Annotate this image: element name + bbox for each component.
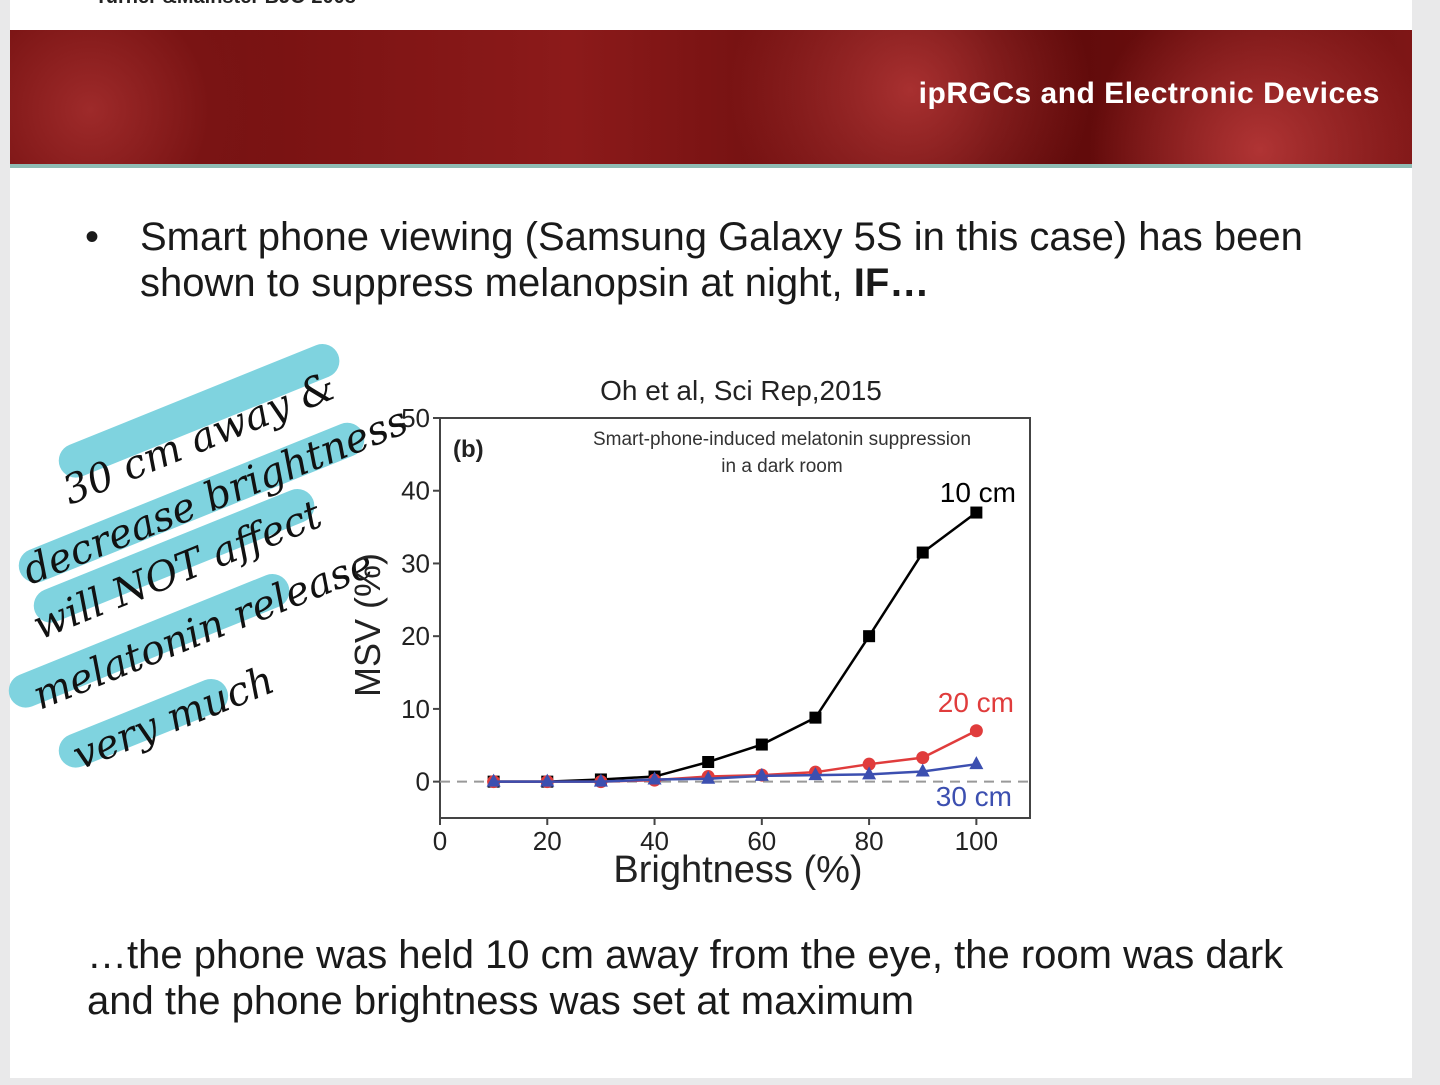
series-label: 30 cm bbox=[936, 781, 1012, 812]
data-point bbox=[593, 773, 608, 787]
chart-citation: Oh et al, Sci Rep,2015 bbox=[600, 375, 882, 406]
data-point bbox=[969, 724, 983, 738]
data-point bbox=[862, 757, 876, 771]
x-tick-label: 20 bbox=[533, 826, 562, 856]
series-line-30cm bbox=[493, 762, 977, 783]
data-point bbox=[486, 773, 501, 787]
y-tick-label: 20 bbox=[401, 621, 430, 651]
bullet-text: Smart phone viewing (Samsung Galaxy 5S i… bbox=[140, 215, 1303, 305]
conclusion-text: …the phone was held 10 cm away from the … bbox=[87, 933, 1284, 1023]
data-point bbox=[808, 767, 823, 781]
panel-label: (b) bbox=[453, 436, 484, 463]
data-point bbox=[702, 756, 715, 768]
y-axis-label: MSV (%) bbox=[347, 553, 388, 697]
header-banner: ipRGCs and Electronic Devices bbox=[10, 30, 1412, 168]
data-point bbox=[647, 771, 662, 785]
data-point bbox=[916, 751, 930, 765]
x-tick-label: 80 bbox=[855, 826, 884, 856]
data-point bbox=[755, 738, 768, 751]
x-tick-label: 0 bbox=[433, 826, 447, 856]
plot-frame bbox=[439, 417, 1031, 819]
data-point bbox=[540, 773, 555, 787]
y-tick-label: 40 bbox=[401, 476, 430, 506]
data-point bbox=[969, 756, 984, 770]
data-point bbox=[862, 766, 877, 780]
bullet-symbol: • bbox=[85, 215, 100, 259]
data-point bbox=[809, 711, 822, 724]
x-tick-label: 40 bbox=[640, 826, 669, 856]
bullet-bold: IF… bbox=[853, 261, 930, 305]
data-point bbox=[916, 546, 929, 559]
y-tick-label: 10 bbox=[401, 694, 430, 724]
chart-title-line1: Smart-phone-induced melatonin suppressio… bbox=[593, 429, 971, 450]
chart-title-line2: in a dark room bbox=[721, 456, 842, 477]
data-point bbox=[970, 506, 983, 519]
x-axis-label: Brightness (%) bbox=[613, 849, 862, 891]
y-tick-label: 50 bbox=[401, 403, 430, 433]
series-line-10cm bbox=[493, 511, 978, 783]
bullet-point: • Smart phone viewing (Samsung Galaxy 5S… bbox=[85, 214, 1335, 306]
data-point bbox=[915, 763, 930, 777]
series-label: 20 cm bbox=[938, 687, 1014, 718]
y-tick-label: 0 bbox=[416, 767, 430, 797]
x-tick-label: 60 bbox=[747, 826, 776, 856]
series-line-20cm bbox=[493, 729, 977, 783]
x-tick-label: 100 bbox=[955, 826, 998, 856]
data-point bbox=[701, 770, 716, 784]
y-tick-label: 30 bbox=[401, 548, 430, 578]
reference-text: Turner &Mainster BJO 2008 bbox=[95, 0, 356, 9]
data-point bbox=[754, 767, 769, 781]
slide-title: ipRGCs and Electronic Devices bbox=[918, 77, 1380, 110]
series-label: 10 cm bbox=[940, 477, 1016, 508]
data-point bbox=[863, 630, 876, 643]
